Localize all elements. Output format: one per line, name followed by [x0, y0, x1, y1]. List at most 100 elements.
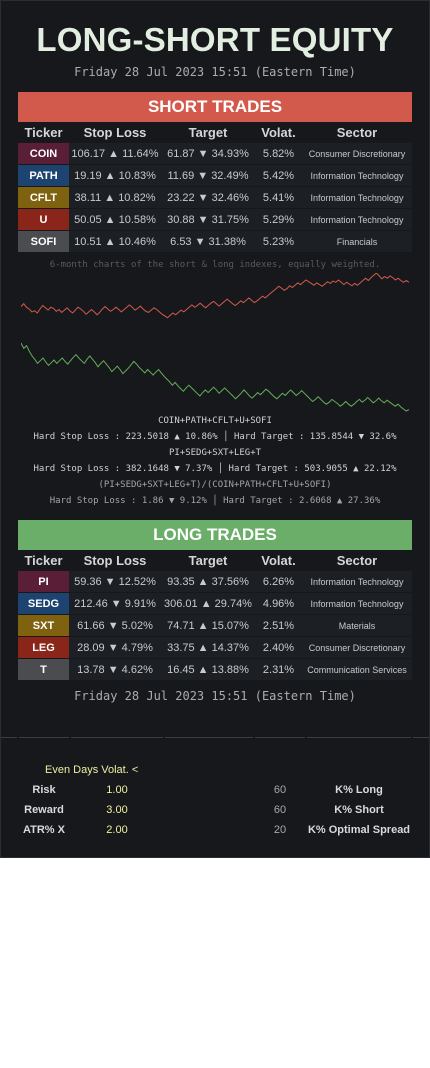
- col-sector: Sector: [336, 553, 378, 568]
- table-header-row: Ticker Stop Loss Target Volat. Sector: [18, 122, 412, 143]
- stop-loss-cell: 212.46 ▼ 9.91%: [69, 592, 161, 615]
- long-formula: PI+SEDG+SXT+LEG+T: [168, 448, 262, 458]
- short-index-line: [21, 273, 409, 319]
- col-target: Target: [188, 553, 228, 568]
- volatility-cell: 2.31%: [255, 658, 302, 681]
- long-trades-banner: LONG TRADES: [18, 520, 412, 550]
- target-cell: 30.88 ▼ 31.75%: [161, 208, 255, 231]
- timestamp-bottom: Friday 28 Jul 2023 15:51 (Eastern Time): [74, 689, 356, 703]
- stop-loss-cell: 50.05 ▲ 10.58%: [69, 208, 161, 231]
- volatility-cell: 6.26%: [255, 571, 302, 593]
- col-sector: Sector: [336, 125, 378, 140]
- short-stats: Hard Stop Loss : 223.5018 ▲ 10.86% │ Har…: [33, 432, 397, 442]
- short-formula: COIN+PATH+CFLT+U+SOFI: [158, 416, 272, 426]
- ticker-cell: SEDG: [18, 592, 69, 615]
- table-row: PI 59.36 ▼ 12.52% 93.35 ▲ 37.56% 6.26% Infor…: [18, 571, 412, 593]
- ticker-cell: SXT: [18, 614, 69, 637]
- target-cell: 61.87 ▼ 34.93%: [161, 143, 255, 165]
- separator: [1, 737, 17, 738]
- long-stats: Hard Stop Loss : 382.1648 ▼ 7.37% │ Hard…: [33, 464, 397, 474]
- reward-label: Reward: [24, 804, 64, 816]
- page-title: LONG-SHORT EQUITY: [36, 21, 394, 58]
- k-short-label: K% Short: [334, 804, 384, 816]
- short-trades-table: Ticker Stop Loss Target Volat. Sector CO…: [18, 122, 412, 253]
- chart-caption: 6-month charts of the short & long index…: [49, 260, 381, 270]
- risk-value[interactable]: 1.00: [106, 784, 128, 796]
- k-long-value[interactable]: 60: [273, 784, 287, 796]
- reward-value[interactable]: 3.00: [106, 804, 128, 816]
- table-row: LEG 28.09 ▼ 4.79% 33.75 ▲ 14.37% 2.40% Consu…: [18, 636, 412, 659]
- volatility-cell: 5.23%: [255, 230, 302, 253]
- k-spread-value[interactable]: 20: [273, 824, 287, 836]
- sector-cell: Consumer Discretionary: [302, 636, 412, 659]
- table-row: T 13.78 ▼ 4.62% 16.45 ▲ 13.88% 2.31% Communi…: [18, 658, 412, 681]
- target-cell: 23.22 ▼ 32.46%: [161, 186, 255, 209]
- volatility-cell: 5.42%: [255, 164, 302, 187]
- target-cell: 16.45 ▲ 13.88%: [161, 658, 255, 681]
- sector-cell: Information Technology: [302, 208, 412, 231]
- col-ticker: Ticker: [24, 125, 63, 140]
- col-stop-loss: Stop Loss: [83, 553, 147, 568]
- ticker-cell: PATH: [18, 164, 69, 187]
- long-trades-table: Ticker Stop Loss Target Volat. Sector PI…: [18, 550, 412, 681]
- stop-loss-cell: 106.17 ▲ 11.64%: [69, 143, 161, 165]
- ticker-cell: PI: [18, 571, 69, 593]
- separator: [71, 737, 163, 738]
- ratio-stats: Hard Stop Loss : 1.86 ▼ 9.12% │ Hard Tar…: [49, 496, 381, 506]
- target-cell: 306.01 ▲ 29.74%: [161, 592, 255, 615]
- sector-cell: Information Technology: [302, 164, 412, 187]
- stop-loss-cell: 61.66 ▼ 5.02%: [69, 614, 161, 637]
- ticker-cell: T: [18, 658, 69, 681]
- k-short-value[interactable]: 60: [273, 804, 287, 816]
- table-row: SEDG 212.46 ▼ 9.91% 306.01 ▲ 29.74% 4.96% In…: [18, 592, 412, 615]
- table-header-row: Ticker Stop Loss Target Volat. Sector: [18, 550, 412, 571]
- volatility-cell: 2.51%: [255, 614, 302, 637]
- sector-cell: Information Technology: [302, 592, 412, 615]
- ratio-formula: (PI+SEDG+SXT+LEG+T)/(COIN+PATH+CFLT+U+SO…: [98, 480, 332, 490]
- atr-value[interactable]: 2.00: [106, 824, 128, 836]
- table-row: SOFI 10.51 ▲ 10.46% 6.53 ▼ 31.38% 5.23% Fina…: [18, 230, 412, 253]
- dashboard-panel: LONG-SHORT EQUITY Friday 28 Jul 2023 15:…: [0, 0, 430, 858]
- table-row: CFLT 38.11 ▲ 10.82% 23.22 ▼ 32.46% 5.41% Inf…: [18, 186, 412, 209]
- ticker-cell: COIN: [18, 143, 69, 165]
- target-cell: 11.69 ▼ 32.49%: [161, 164, 255, 187]
- col-volat: Volat.: [261, 125, 296, 140]
- ticker-cell: LEG: [18, 636, 69, 659]
- index-chart: [21, 273, 409, 412]
- k-spread-label: K% Optimal Spread: [307, 824, 411, 836]
- separator: [307, 737, 411, 738]
- stop-loss-cell: 59.36 ▼ 12.52%: [69, 571, 161, 593]
- target-cell: 93.35 ▲ 37.56%: [161, 571, 255, 593]
- volatility-cell: 4.96%: [255, 592, 302, 615]
- sector-cell: Communication Services: [302, 658, 412, 681]
- sector-cell: Financials: [302, 230, 412, 253]
- col-ticker: Ticker: [24, 553, 63, 568]
- atr-label: ATR% X: [23, 824, 65, 836]
- target-cell: 74.71 ▲ 15.07%: [161, 614, 255, 637]
- col-volat: Volat.: [261, 553, 296, 568]
- ticker-cell: SOFI: [18, 230, 69, 253]
- volatility-cell: 5.41%: [255, 186, 302, 209]
- timestamp-top: Friday 28 Jul 2023 15:51 (Eastern Time): [74, 65, 356, 79]
- col-stop-loss: Stop Loss: [83, 125, 147, 140]
- separator: [255, 737, 305, 738]
- stop-loss-cell: 28.09 ▼ 4.79%: [69, 636, 161, 659]
- table-row: SXT 61.66 ▼ 5.02% 74.71 ▲ 15.07% 2.51% Mater…: [18, 614, 412, 637]
- sector-cell: Materials: [302, 614, 412, 637]
- ticker-cell: U: [18, 208, 69, 231]
- table-row: U 50.05 ▲ 10.58% 30.88 ▼ 31.75% 5.29% Inform…: [18, 208, 412, 231]
- separator: [165, 737, 253, 738]
- even-days-volat-label: Even Days Volat. <: [45, 764, 139, 776]
- table-row: COIN 106.17 ▲ 11.64% 61.87 ▼ 34.93% 5.82% Co…: [18, 143, 412, 165]
- stop-loss-cell: 13.78 ▼ 4.62%: [69, 658, 161, 681]
- volatility-cell: 5.29%: [255, 208, 302, 231]
- stop-loss-cell: 38.11 ▲ 10.82%: [69, 186, 161, 209]
- separator: [413, 737, 429, 738]
- short-trades-banner: SHORT TRADES: [18, 92, 412, 122]
- target-cell: 6.53 ▼ 31.38%: [161, 230, 255, 253]
- sector-cell: Information Technology: [302, 186, 412, 209]
- col-target: Target: [188, 125, 228, 140]
- long-index-line: [21, 342, 409, 412]
- target-cell: 33.75 ▲ 14.37%: [161, 636, 255, 659]
- separator: [19, 737, 69, 738]
